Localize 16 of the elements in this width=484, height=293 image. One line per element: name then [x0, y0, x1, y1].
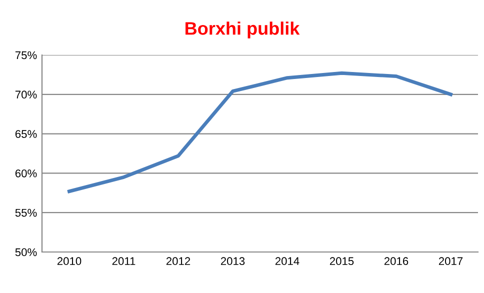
- y-tick-label: 60%: [15, 169, 37, 178]
- x-tick-label: 2010: [57, 257, 82, 266]
- x-tick-label: 2016: [384, 257, 408, 266]
- y-tick-label: 65%: [15, 130, 37, 138]
- x-tick-label: 2012: [166, 257, 190, 266]
- y-tick-label: 70%: [15, 90, 37, 99]
- y-tick-label: 50%: [15, 248, 37, 256]
- x-tick-label: 2015: [330, 257, 354, 266]
- x-tick-label: 2017: [438, 257, 463, 266]
- line-series: [68, 71, 452, 194]
- x-tick-label: 2013: [220, 257, 245, 266]
- y-tick-label: 75%: [15, 51, 37, 60]
- x-tick-label: 2014: [275, 257, 300, 266]
- x-tick-label: 2011: [112, 257, 136, 266]
- y-tick-label: 55%: [15, 208, 37, 217]
- chart-title: Borxhi publik: [186, 22, 300, 38]
